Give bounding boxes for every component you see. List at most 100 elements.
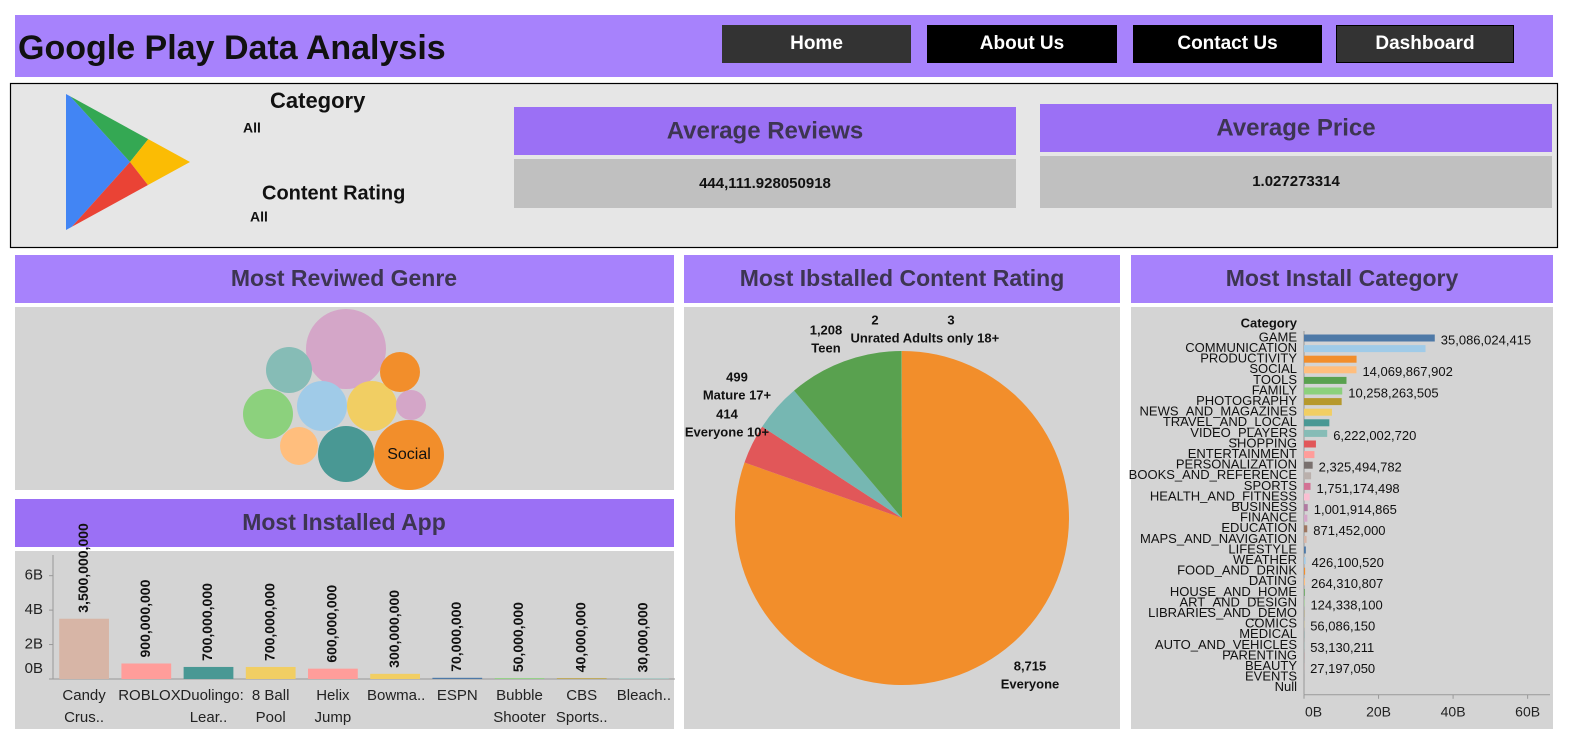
y-tick-label: GAME [1259, 329, 1298, 344]
y-tick-label: EVENTS [1245, 669, 1297, 684]
x-tick-label: 8 Ball Pool [251, 687, 290, 726]
x-tick-label: CBS Sports.. [555, 687, 608, 726]
bar [59, 618, 109, 679]
kpi-box [1040, 156, 1552, 208]
bar [1304, 514, 1308, 522]
panel [15, 551, 674, 729]
slice-label: Mature 17+ [703, 387, 772, 402]
y-tick-label: FAMILY [1252, 382, 1298, 397]
value-label: 499 [726, 369, 748, 384]
x-tick-label: Bubble Shooter [493, 687, 546, 726]
axis-title: Category [1241, 315, 1298, 330]
bar [1304, 429, 1328, 437]
y-tick-label: 0B [25, 660, 43, 677]
panel-title: Most Installed App [242, 509, 446, 535]
bubble [374, 420, 444, 490]
bar [370, 673, 420, 679]
y-tick-label: BOOKS_AND_REFERENCE [1129, 467, 1298, 482]
y-tick-label: 2B [25, 636, 43, 653]
bar [308, 668, 358, 679]
x-tick-label: Candy Crus.. [62, 687, 106, 726]
bar [1304, 408, 1332, 416]
bar [556, 678, 607, 679]
bubble [318, 426, 374, 482]
bubble [243, 389, 293, 439]
value-label: 1,751,174,498 [1317, 481, 1400, 496]
y-tick-label: PRODUCTIVITY [1200, 351, 1297, 366]
value-label: 3 [947, 312, 954, 327]
nav-button[interactable]: Dashboard [1336, 25, 1514, 63]
kpi-header [1040, 104, 1552, 152]
bubble [347, 381, 397, 431]
y-tick-label: TRAVEL_AND_LOCAL [1163, 414, 1297, 429]
nav-button[interactable]: About Us [927, 25, 1117, 63]
y-tick-label: COMICS [1245, 616, 1297, 631]
y-tick-label: SHOPPING [1228, 435, 1297, 450]
nav-button[interactable]: Home [722, 25, 911, 63]
value-label: 871,452,000 [1313, 523, 1385, 538]
filter-value[interactable]: All [250, 209, 268, 225]
y-tick-label: EDUCATION [1221, 520, 1297, 535]
slice-label: Unrated [850, 330, 899, 345]
bubble [297, 381, 347, 431]
panel-header [684, 255, 1120, 303]
bar [1304, 345, 1426, 353]
x-tick-label: ESPN [436, 687, 478, 704]
y-tick-label: PHOTOGRAPHY [1196, 393, 1297, 408]
y-tick-label: COMMUNICATION [1185, 340, 1297, 355]
x-tick-label: 60B [1515, 704, 1540, 720]
pie-slice [762, 390, 902, 518]
bar [1304, 461, 1313, 469]
y-tick-label: 4B [25, 601, 43, 618]
y-tick-label: FOOD_AND_DRINK [1177, 563, 1297, 578]
value-label: 600,000,000 [324, 585, 340, 663]
y-tick-label: PARENTING [1222, 647, 1297, 662]
value-label: 6,222,002,720 [1333, 428, 1416, 443]
nav-button[interactable]: Contact Us [1133, 25, 1322, 63]
y-tick-label: BUSINESS [1231, 499, 1297, 514]
value-label: 124,338,100 [1310, 597, 1382, 612]
value-label: 50,000,000 [510, 602, 526, 672]
bar [1304, 366, 1357, 374]
bar [121, 663, 172, 679]
y-tick-label: DATING [1249, 573, 1297, 588]
panel-title: Most Ibstalled Content Rating [740, 265, 1065, 291]
bar [1304, 493, 1310, 501]
value-label: 700,000,000 [261, 583, 277, 661]
bubble-label: Social [387, 446, 431, 463]
y-tick-label: ART_AND_DESIGN [1179, 594, 1297, 609]
value-label: 2,325,494,782 [1319, 460, 1402, 475]
y-tick-label: NEWS_AND_MAGAZINES [1140, 404, 1298, 419]
y-tick-label: LIFESTYLE [1228, 541, 1297, 556]
panel-title: Most Install Category [1226, 265, 1459, 291]
value-label: 70,000,000 [448, 602, 464, 672]
value-label: 35,086,024,415 [1441, 332, 1531, 347]
y-tick-label: 6B [25, 567, 43, 584]
bar [494, 678, 545, 679]
bar [245, 666, 296, 679]
y-tick-label: TOOLS [1253, 372, 1297, 387]
bar [1304, 387, 1343, 395]
kpi-title: Average Price [1216, 114, 1375, 141]
filter-label: Content Rating [262, 182, 405, 204]
kpi-value: 1.027273314 [1252, 173, 1340, 190]
x-tick-label: Bleach.. [616, 687, 671, 704]
y-tick-label: AUTO_AND_VEHICLES [1155, 637, 1297, 652]
filter-value[interactable]: All [243, 120, 261, 136]
bubble [266, 347, 312, 393]
y-tick-label: WEATHER [1233, 552, 1297, 567]
x-tick-label: 0B [1305, 704, 1322, 720]
slice-label: Everyone [1001, 676, 1060, 691]
y-tick-label: Null [1275, 679, 1298, 694]
value-label: 53,130,211 [1310, 640, 1374, 655]
x-tick-label: 20B [1366, 704, 1391, 720]
y-tick-label: HOUSE_AND_HOME [1170, 584, 1297, 599]
bubble [380, 352, 420, 392]
value-label: 264,310,807 [1311, 576, 1383, 591]
slice-label: Teen [811, 340, 840, 355]
slice-label: Adults only 18+ [903, 330, 1000, 345]
value-label: 426,100,520 [1312, 555, 1384, 570]
bar [1304, 546, 1306, 554]
